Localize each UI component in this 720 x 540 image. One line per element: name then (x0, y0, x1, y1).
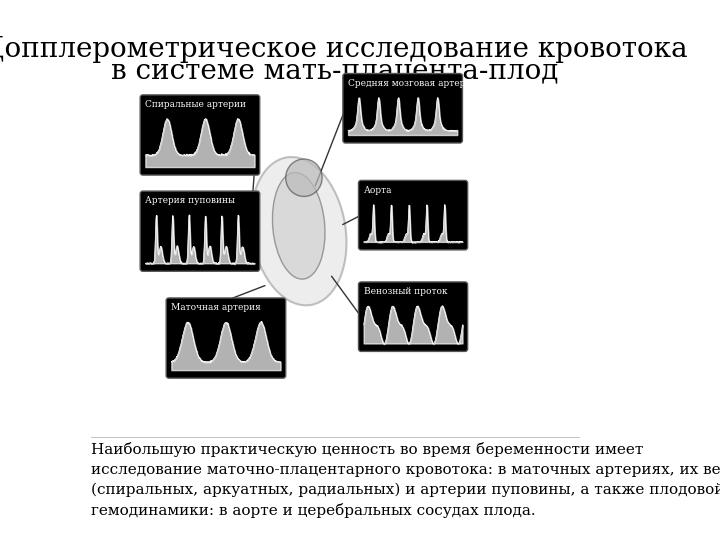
FancyBboxPatch shape (140, 191, 260, 271)
FancyBboxPatch shape (359, 180, 468, 250)
FancyBboxPatch shape (166, 298, 286, 378)
FancyBboxPatch shape (343, 73, 462, 143)
FancyBboxPatch shape (359, 282, 468, 352)
Text: в системе мать-плацента-плод: в системе мать-плацента-плод (112, 57, 559, 84)
Ellipse shape (272, 173, 325, 279)
Text: Маточная артерия: Маточная артерия (171, 303, 261, 312)
FancyBboxPatch shape (140, 95, 260, 175)
Text: Венозный проток: Венозный проток (364, 287, 447, 296)
Text: Допплерометрическое исследование кровотока: Допплерометрическое исследование кровото… (0, 36, 688, 63)
Text: Средняя мозговая артерия: Средняя мозговая артерия (348, 79, 477, 88)
Text: Наибольшую практическую ценность во время беременности имеет
исследование маточн: Наибольшую практическую ценность во врем… (91, 442, 720, 518)
Text: Аорта: Аорта (364, 186, 392, 195)
Text: Артерия пуповины: Артерия пуповины (145, 197, 235, 205)
Circle shape (286, 159, 322, 197)
Text: Спиральные артерии: Спиральные артерии (145, 100, 246, 109)
Ellipse shape (251, 157, 346, 305)
